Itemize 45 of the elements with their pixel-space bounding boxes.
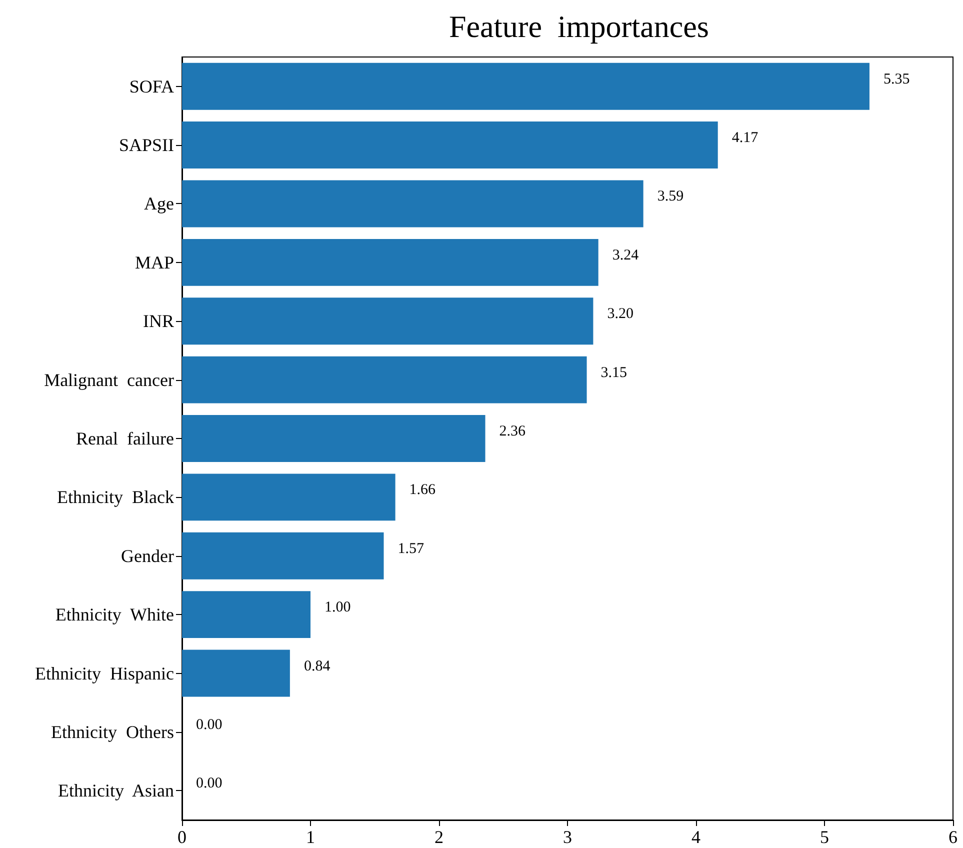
data-label: 3.24 <box>612 247 640 264</box>
bar <box>182 356 587 404</box>
x-tick-label: 3 <box>563 827 572 847</box>
x-tick-label: 1 <box>306 827 315 847</box>
data-label: 1.57 <box>398 540 424 557</box>
bar <box>182 650 290 697</box>
bar <box>182 180 644 228</box>
data-label: 2.36 <box>499 424 526 440</box>
bar <box>182 474 396 521</box>
data-label: 1.00 <box>324 600 351 616</box>
x-tick-label: 0 <box>178 827 186 847</box>
bar <box>182 122 718 169</box>
y-tick-label: Ethnicity Others <box>51 722 174 742</box>
y-tick-label: Renal failure <box>76 428 174 448</box>
bar <box>182 532 384 580</box>
data-label: 0.00 <box>196 776 222 792</box>
x-tick-label: 6 <box>948 827 958 847</box>
data-label: 3.20 <box>607 306 634 322</box>
data-label: 3.59 <box>657 188 684 205</box>
y-tick-label: Ethnicity White <box>55 604 174 625</box>
chart-title: Feature importances <box>449 9 709 44</box>
y-tick-label: Ethnicity Asian <box>58 780 174 801</box>
x-tick-label: 5 <box>820 827 829 847</box>
x-tick-label: 2 <box>434 827 444 847</box>
bar <box>182 238 598 286</box>
y-tick-label: SOFA <box>129 76 174 96</box>
bar <box>182 62 870 110</box>
bar <box>182 415 486 462</box>
x-tick-label: 4 <box>692 827 700 847</box>
y-tick-label: MAP <box>134 252 174 272</box>
y-tick-label: Malignant cancer <box>44 370 174 390</box>
y-tick-label: Gender <box>121 546 174 566</box>
y-tick-label: INR <box>143 311 174 332</box>
data-label: 3.15 <box>600 364 628 381</box>
data-label: 5.35 <box>883 71 910 88</box>
y-tick-label: Age <box>144 194 174 214</box>
bar <box>182 298 594 345</box>
data-label: 4.17 <box>732 130 759 146</box>
y-tick-label: Ethnicity Hispanic <box>35 663 174 684</box>
y-tick-label: Ethnicity Black <box>57 487 174 508</box>
data-label: 1.66 <box>409 482 436 498</box>
data-label: 0.00 <box>196 716 222 733</box>
bar <box>182 591 310 638</box>
data-label: 0.84 <box>304 658 331 674</box>
y-tick-label: SAPSII <box>118 135 174 156</box>
